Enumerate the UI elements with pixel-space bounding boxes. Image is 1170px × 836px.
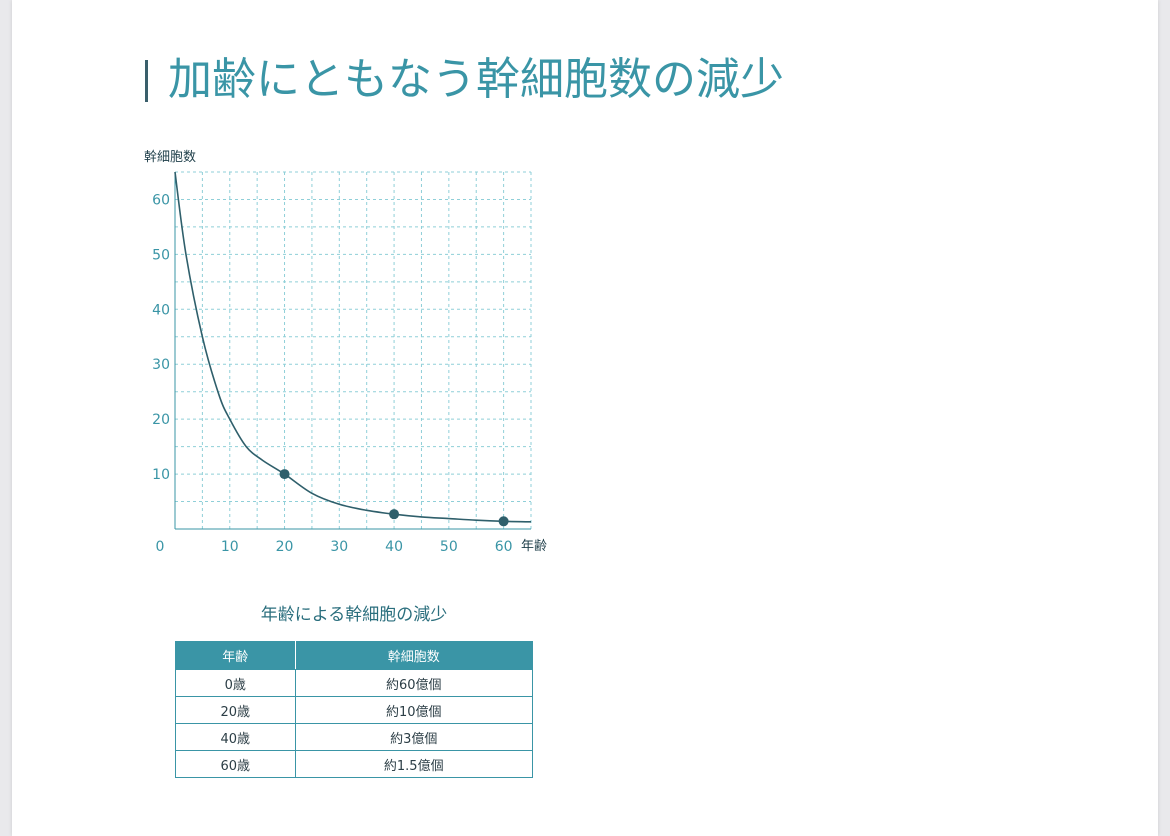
table-header-row: 年齢 幹細胞数	[175, 641, 534, 670]
page-title: 加齢にともなう幹細胞数の減少	[168, 54, 784, 105]
table-cell-age: 40歳	[175, 723, 296, 751]
table-cell-age: 60歳	[175, 750, 296, 778]
y-tick-label: 50	[152, 247, 170, 263]
data-point	[498, 516, 509, 527]
chart-series	[174, 171, 532, 523]
table-cell-count: 約3億個	[294, 723, 534, 751]
table-row: 0歳 約60億個	[175, 669, 534, 697]
title-accent-bar	[145, 60, 148, 102]
chart-grid	[175, 171, 532, 529]
x-tick-label: 20	[276, 539, 294, 555]
x-tick-label: 40	[385, 539, 403, 555]
chart-points	[279, 469, 509, 527]
table-row: 40歳 約3億個	[175, 723, 534, 751]
chart-caption: 年齢による幹細胞の減少	[260, 605, 448, 625]
stem-cell-chart: 0 10 20 30 40 50 60 10 20 30 40 50 60 幹細胞数 年齢	[144, 149, 547, 555]
table-cell-count: 約1.5億個	[294, 750, 534, 778]
table-cell-age: 0歳	[175, 669, 296, 697]
table-row: 60歳 約1.5億個	[175, 750, 534, 778]
data-point	[389, 509, 400, 520]
x-tick-label: 50	[440, 539, 458, 555]
data-point	[279, 469, 290, 480]
table-cell-count: 約10億個	[294, 696, 534, 724]
chart-axes	[174, 172, 531, 530]
table-cell-count: 約60億個	[294, 669, 534, 697]
y-tick-label: 30	[152, 357, 170, 373]
x-tick-label: 10	[221, 539, 239, 555]
y-tick-label: 40	[152, 302, 170, 318]
table-row: 20歳 約10億個	[175, 696, 534, 724]
x-axis-label: 年齢	[521, 539, 547, 554]
series-line	[174, 171, 532, 523]
table-header-count: 幹細胞数	[294, 641, 534, 670]
x-tick-label: 30	[330, 539, 348, 555]
y-tick-label: 20	[152, 412, 170, 428]
y-tick-label: 10	[152, 467, 170, 483]
table-header-age: 年齢	[175, 641, 296, 670]
y-tick-label: 60	[152, 192, 170, 208]
x-tick-label: 0	[156, 539, 165, 555]
x-tick-label: 60	[495, 539, 513, 555]
slide-page: 加齢にともなう幹細胞数の減少 0 10 20 30 40 50 60 10 20 30 40 50 60…	[12, 0, 1158, 836]
stem-cell-table: 年齢 幹細胞数 0歳 約60億個 20歳 約10億個 40歳 約3億個 60歳 …	[175, 641, 534, 778]
chart-ticks: 0 10 20 30 40 50 60 10 20 30 40 50 60	[152, 192, 512, 555]
y-axis-label: 幹細胞数	[144, 149, 196, 165]
table-cell-age: 20歳	[175, 696, 296, 724]
